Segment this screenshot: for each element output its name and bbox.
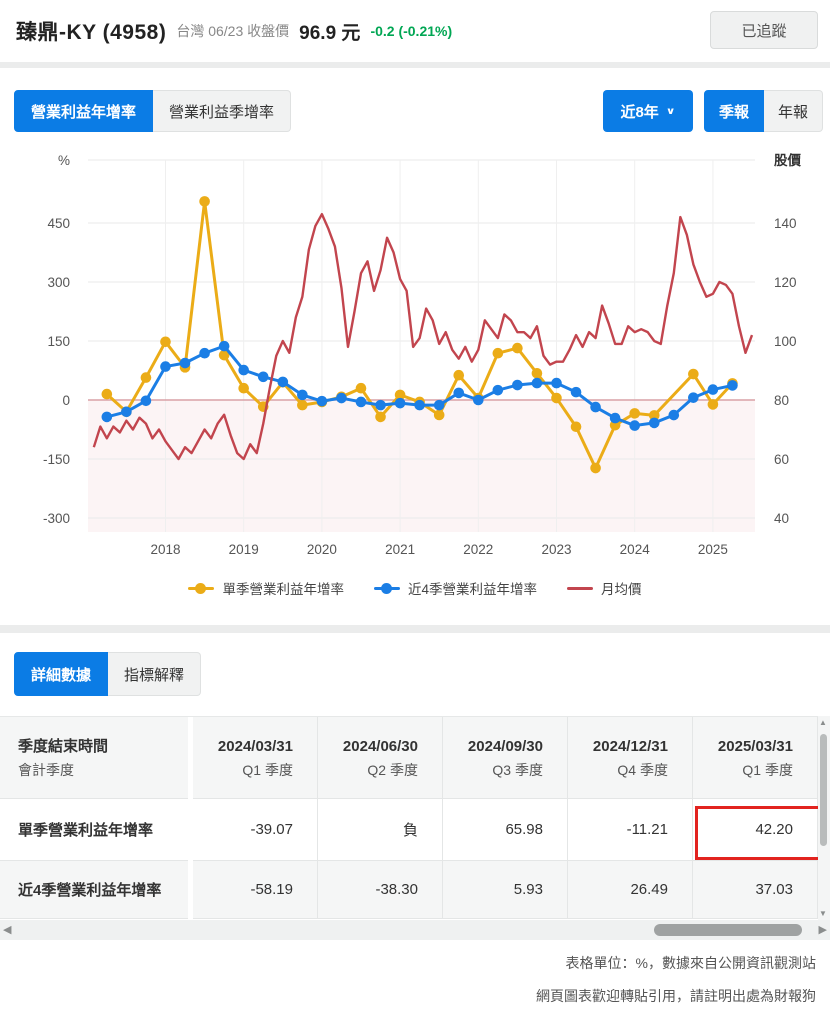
svg-text:300: 300 [47,275,70,290]
horizontal-scrollbar-thumb[interactable] [654,924,802,936]
svg-text:2019: 2019 [229,542,259,557]
footnote-line1: 表格單位：%，數據來自公開資訊觀測站 [565,955,816,971]
svg-text:2020: 2020 [307,542,337,557]
followed-button[interactable]: 已追蹤 [710,11,818,49]
table-cell: -58.19 [193,861,318,919]
table-tab-group: 詳細數據 指標解釋 [14,652,202,696]
table-cell: 65.98 [443,799,568,861]
column-header: 2024/03/31 Q1 季度 [193,717,318,799]
period-tab-group: 季報 年報 [704,90,824,132]
svg-text:0: 0 [62,393,70,408]
svg-text:120: 120 [774,275,797,290]
footnote-line2: 網頁圖表歡迎轉貼引用，請註明出處為財報狗 [536,988,816,1004]
svg-text:60: 60 [774,452,789,467]
table-cell: 26.49 [568,861,693,919]
svg-text:450: 450 [47,216,70,231]
chart-section: 營業利益年增率 營業利益季增率 近8年 ∨ 季報 年報 450 300 150 0 -1… [0,68,830,625]
row-label-ttm: 近4季營業利益年增率 [0,861,188,919]
red-line-marker-icon [567,583,593,594]
scroll-down-arrow-icon[interactable]: ▼ [819,909,827,918]
yellow-line-marker-icon [188,582,215,594]
scroll-left-arrow-icon[interactable]: ◀ [3,924,12,936]
horizontal-scrollbar[interactable]: ◀ ▶ [0,920,830,940]
tab-operating-profit-qoq[interactable]: 營業利益季增率 [153,90,292,132]
frozen-column-gutter [188,717,193,799]
legend-single-quarter-yoy[interactable]: 單季營業利益年增率 [188,578,344,598]
legend-monthly-avg-price[interactable]: 月均價 [567,578,642,598]
metric-tab-group: 營業利益年增率 營業利益季增率 [14,90,292,132]
vertical-scrollbar[interactable]: ▲ ▼ [818,716,830,920]
tab-detailed-data[interactable]: 詳細數據 [14,652,109,696]
quarterly-data-table: 季度結束時間 會計季度 2024/03/31 Q1 季度 2024/06/30 … [0,716,818,919]
range-dropdown-button[interactable]: 近8年 ∨ [603,90,693,132]
svg-text:150: 150 [47,334,70,349]
table-footnote: 表格單位：%，數據來自公開資訊觀測站 網頁圖表歡迎轉貼引用，請註明出處為財報狗 [536,947,816,1013]
price-change: -0.2 (-0.21%) [370,23,453,39]
svg-text:%: % [58,153,70,168]
vertical-scrollbar-thumb[interactable] [820,734,827,846]
market-date-price-label: 台灣 06/23 收盤價 [176,23,290,39]
svg-text:-300: -300 [43,511,70,526]
svg-text:2022: 2022 [463,542,493,557]
scroll-up-arrow-icon[interactable]: ▲ [819,718,827,727]
svg-text:2024: 2024 [620,542,651,557]
legend-ttm-yoy[interactable]: 近4季營業利益年增率 [373,578,537,598]
column-header: 2025/03/31 Q1 季度 [693,717,818,799]
column-header: 2024/12/31 Q4 季度 [568,717,693,799]
table-cell: -11.21 [568,799,693,861]
chevron-down-icon: ∨ [665,105,676,117]
tab-yearly[interactable]: 年報 [764,90,824,132]
table-cell: 37.03 [693,861,818,919]
closing-price: 96.9 元 [299,22,361,44]
table-cell: 負 [318,799,443,861]
svg-text:2021: 2021 [385,542,415,557]
growth-rate-line-chart[interactable]: 450 300 150 0 -150 -300% 140 120 100 80 60 40 股價 2018… [0,140,830,560]
table-header-label: 季度結束時間 會計季度 [0,717,188,799]
stock-summary: 臻鼎-KY (4958) 台灣 06/23 收盤價 96.9 元 -0.2 (-… [16,0,452,62]
column-header: 2024/06/30 Q2 季度 [318,717,443,799]
blue-line-marker-icon [373,582,400,594]
chart-legend: 單季營業利益年增率 近4季營業利益年增率 月均價 [0,578,830,598]
svg-text:100: 100 [774,334,797,349]
svg-text:80: 80 [774,393,789,408]
tab-indicator-explanation[interactable]: 指標解釋 [108,652,202,696]
svg-text:股價: 股價 [774,152,802,168]
svg-text:2023: 2023 [541,542,571,557]
row-label-single-quarter: 單季營業利益年增率 [0,799,188,861]
scroll-right-arrow-icon[interactable]: ▶ [818,924,827,936]
data-table-section: 詳細數據 指標解釋 季度結束時間 會計季度 2024/03/31 Q1 季度 2… [0,633,830,1016]
svg-text:-150: -150 [43,452,70,467]
svg-text:2018: 2018 [150,542,180,557]
tab-operating-profit-yoy[interactable]: 營業利益年增率 [14,90,154,132]
svg-text:2025: 2025 [698,542,728,557]
table-cell: 5.93 [443,861,568,919]
tab-quarterly[interactable]: 季報 [704,90,765,132]
range-label: 近8年 [620,103,659,121]
table-cell: -38.30 [318,861,443,919]
svg-text:140: 140 [774,216,797,231]
stock-header: 臻鼎-KY (4958) 台灣 06/23 收盤價 96.9 元 -0.2 (-… [0,0,830,62]
svg-text:40: 40 [774,511,789,526]
stock-title: 臻鼎-KY (4958) [16,21,167,44]
table-cell-highlighted: 42.20 [693,799,818,861]
column-header: 2024/09/30 Q3 季度 [443,717,568,799]
table-cell: -39.07 [193,799,318,861]
